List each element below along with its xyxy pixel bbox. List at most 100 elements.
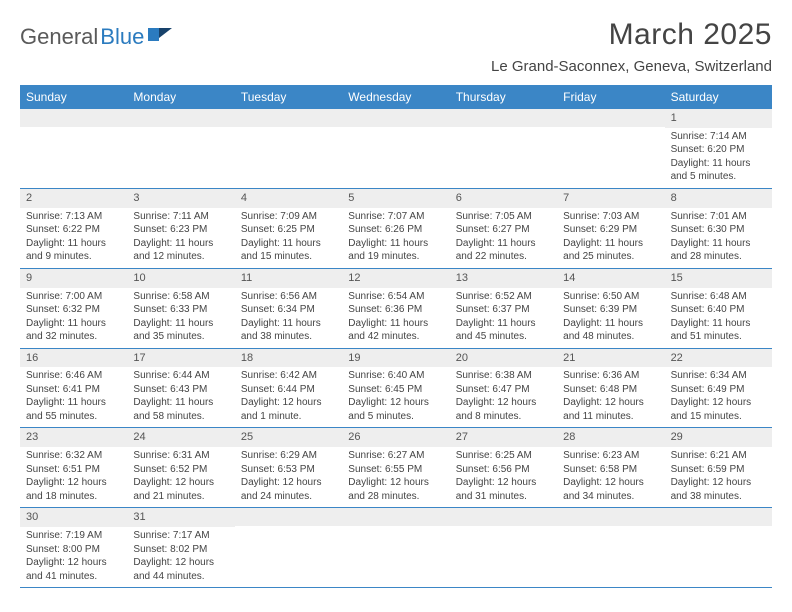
day-cell: 1Sunrise: 7:14 AMSunset: 6:20 PMDaylight… [665,109,772,188]
day-number [235,508,342,526]
sunset-text: Sunset: 6:45 PM [348,383,443,397]
daylight-text: Daylight: 11 hours and 25 minutes. [563,237,658,264]
day-cell [20,109,127,188]
sunrise-text: Sunrise: 6:32 AM [26,449,121,463]
day-number [557,109,664,127]
sunrise-text: Sunrise: 6:27 AM [348,449,443,463]
day-cell: 2Sunrise: 7:13 AMSunset: 6:22 PMDaylight… [20,189,127,268]
day-number: 10 [127,269,234,288]
sunrise-text: Sunrise: 6:46 AM [26,369,121,383]
day-number: 14 [557,269,664,288]
day-number [235,109,342,127]
day-number: 22 [665,349,772,368]
day-cell [235,109,342,188]
day-number: 28 [557,428,664,447]
daylight-text: Daylight: 12 hours and 24 minutes. [241,476,336,503]
day-number: 30 [20,508,127,527]
sunrise-text: Sunrise: 6:58 AM [133,290,228,304]
sunset-text: Sunset: 6:40 PM [671,303,766,317]
calendar-week: 23Sunrise: 6:32 AMSunset: 6:51 PMDayligh… [20,428,772,508]
day-body: Sunrise: 6:23 AMSunset: 6:58 PMDaylight:… [557,447,664,507]
day-number [342,508,449,526]
sunrise-text: Sunrise: 6:54 AM [348,290,443,304]
calendar: SundayMondayTuesdayWednesdayThursdayFrid… [20,85,772,588]
sunset-text: Sunset: 6:22 PM [26,223,121,237]
day-number: 26 [342,428,449,447]
daylight-text: Daylight: 12 hours and 41 minutes. [26,556,121,583]
weekday-label: Tuesday [235,85,342,109]
day-number: 24 [127,428,234,447]
day-body: Sunrise: 7:11 AMSunset: 6:23 PMDaylight:… [127,208,234,268]
daylight-text: Daylight: 11 hours and 9 minutes. [26,237,121,264]
day-body: Sunrise: 6:56 AMSunset: 6:34 PMDaylight:… [235,288,342,348]
sunrise-text: Sunrise: 6:38 AM [456,369,551,383]
daylight-text: Daylight: 12 hours and 31 minutes. [456,476,551,503]
daylight-text: Daylight: 11 hours and 32 minutes. [26,317,121,344]
daylight-text: Daylight: 12 hours and 28 minutes. [348,476,443,503]
sunrise-text: Sunrise: 7:07 AM [348,210,443,224]
day-cell: 25Sunrise: 6:29 AMSunset: 6:53 PMDayligh… [235,428,342,507]
daylight-text: Daylight: 11 hours and 19 minutes. [348,237,443,264]
sunset-text: Sunset: 6:36 PM [348,303,443,317]
day-cell: 29Sunrise: 6:21 AMSunset: 6:59 PMDayligh… [665,428,772,507]
sunrise-text: Sunrise: 7:03 AM [563,210,658,224]
day-number: 13 [450,269,557,288]
weekday-label: Sunday [20,85,127,109]
calendar-week: 16Sunrise: 6:46 AMSunset: 6:41 PMDayligh… [20,349,772,429]
day-body: Sunrise: 6:27 AMSunset: 6:55 PMDaylight:… [342,447,449,507]
weekday-label: Monday [127,85,234,109]
header: General Blue March 2025 Le Grand-Saconne… [20,18,772,75]
sunrise-text: Sunrise: 6:31 AM [133,449,228,463]
day-number: 8 [665,189,772,208]
calendar-week: 9Sunrise: 7:00 AMSunset: 6:32 PMDaylight… [20,269,772,349]
day-number [20,109,127,127]
day-cell [557,508,664,587]
day-body [235,127,342,187]
page-title: March 2025 [491,18,772,52]
day-body: Sunrise: 6:48 AMSunset: 6:40 PMDaylight:… [665,288,772,348]
daylight-text: Daylight: 11 hours and 22 minutes. [456,237,551,264]
day-body [20,127,127,187]
day-body [557,127,664,187]
sunset-text: Sunset: 6:53 PM [241,463,336,477]
day-body: Sunrise: 6:21 AMSunset: 6:59 PMDaylight:… [665,447,772,507]
daylight-text: Daylight: 12 hours and 18 minutes. [26,476,121,503]
sunrise-text: Sunrise: 6:48 AM [671,290,766,304]
sunrise-text: Sunrise: 7:09 AM [241,210,336,224]
day-cell: 3Sunrise: 7:11 AMSunset: 6:23 PMDaylight… [127,189,234,268]
day-number [127,109,234,127]
sunrise-text: Sunrise: 6:36 AM [563,369,658,383]
day-cell: 8Sunrise: 7:01 AMSunset: 6:30 PMDaylight… [665,189,772,268]
day-body: Sunrise: 6:54 AMSunset: 6:36 PMDaylight:… [342,288,449,348]
day-number: 12 [342,269,449,288]
daylight-text: Daylight: 12 hours and 11 minutes. [563,396,658,423]
calendar-week: 1Sunrise: 7:14 AMSunset: 6:20 PMDaylight… [20,109,772,189]
sunset-text: Sunset: 6:51 PM [26,463,121,477]
title-block: March 2025 Le Grand-Saconnex, Geneva, Sw… [491,18,772,75]
day-cell: 28Sunrise: 6:23 AMSunset: 6:58 PMDayligh… [557,428,664,507]
day-body: Sunrise: 7:13 AMSunset: 6:22 PMDaylight:… [20,208,127,268]
day-cell: 16Sunrise: 6:46 AMSunset: 6:41 PMDayligh… [20,349,127,428]
sunset-text: Sunset: 6:27 PM [456,223,551,237]
logo-text-dark: General [20,24,98,50]
sunset-text: Sunset: 6:26 PM [348,223,443,237]
day-body [342,526,449,586]
sunrise-text: Sunrise: 6:40 AM [348,369,443,383]
sunrise-text: Sunrise: 7:05 AM [456,210,551,224]
day-number [450,109,557,127]
sunrise-text: Sunrise: 7:14 AM [671,130,766,144]
day-number: 6 [450,189,557,208]
sunset-text: Sunset: 6:30 PM [671,223,766,237]
day-number: 31 [127,508,234,527]
sunrise-text: Sunrise: 7:13 AM [26,210,121,224]
calendar-body: 1Sunrise: 7:14 AMSunset: 6:20 PMDaylight… [20,109,772,588]
sunset-text: Sunset: 6:47 PM [456,383,551,397]
sunrise-text: Sunrise: 6:25 AM [456,449,551,463]
day-number [665,508,772,526]
daylight-text: Daylight: 12 hours and 8 minutes. [456,396,551,423]
day-cell: 26Sunrise: 6:27 AMSunset: 6:55 PMDayligh… [342,428,449,507]
sunrise-text: Sunrise: 6:52 AM [456,290,551,304]
sunset-text: Sunset: 6:49 PM [671,383,766,397]
day-cell: 13Sunrise: 6:52 AMSunset: 6:37 PMDayligh… [450,269,557,348]
day-body: Sunrise: 7:03 AMSunset: 6:29 PMDaylight:… [557,208,664,268]
